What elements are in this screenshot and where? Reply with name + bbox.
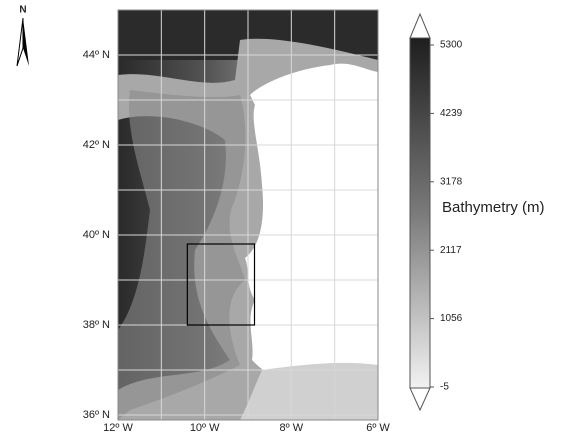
colorbar-tick-label: 2117	[440, 245, 462, 256]
lon-tick-label: 12º W	[103, 422, 133, 434]
map-figure: N Bathymetry (m) 12º W 10º W 8º W 6º W 36º N…	[0, 0, 572, 434]
lat-tick-label: 38º N	[83, 319, 110, 331]
colorbar-tick-label: -5	[440, 382, 449, 393]
lat-tick-label: 42º N	[83, 139, 110, 151]
lat-tick-label: 44º N	[83, 49, 110, 61]
lon-tick-label: 6º W	[366, 422, 390, 434]
colorbar-tick-label: 4239	[440, 108, 463, 119]
colorbar-tick-label: 3178	[440, 176, 463, 187]
colorbar	[410, 38, 430, 388]
north-arrow: N	[17, 5, 29, 66]
colorbar-label: Bathymetry (m)	[442, 199, 545, 216]
lat-tick-label: 36º N	[83, 409, 110, 421]
colorbar-tick-label: 1056	[440, 313, 463, 324]
colorbar-bottom-arrow	[410, 388, 430, 410]
lat-tick-label: 40º N	[83, 229, 110, 241]
lon-tick-label: 8º W	[280, 422, 304, 434]
north-label: N	[19, 5, 26, 16]
colorbar-top-arrow	[410, 14, 430, 38]
colorbar-tick-label: 5300	[440, 40, 463, 51]
lon-tick-label: 10º W	[190, 422, 220, 434]
